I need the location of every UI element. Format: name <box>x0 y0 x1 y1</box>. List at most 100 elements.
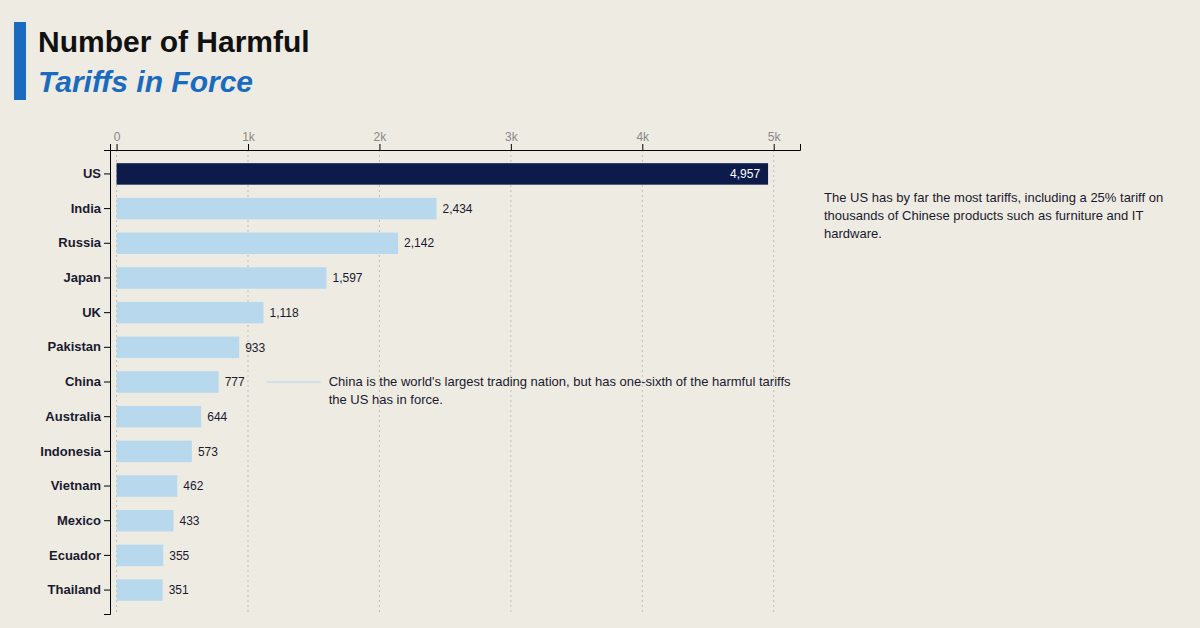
x-tick: 5k <box>768 130 782 150</box>
x-tick-mark <box>379 144 380 150</box>
y-tick-label: India <box>71 201 102 216</box>
y-tick-label: Russia <box>58 235 101 250</box>
y-tick: Mexico <box>57 513 110 528</box>
x-tick: 0 <box>114 130 121 150</box>
data-label: 573 <box>198 445 218 459</box>
data-label: 2,142 <box>404 236 434 250</box>
y-tick-label: Mexico <box>57 513 101 528</box>
bar <box>117 406 202 428</box>
x-tick: 2k <box>374 130 388 150</box>
y-tick-mark <box>104 347 110 348</box>
bar <box>117 371 219 393</box>
y-tick: Ecuador <box>49 548 110 563</box>
x-tick-label: 3k <box>505 130 519 144</box>
y-tick: US <box>83 166 110 181</box>
y-tick: Vietnam <box>51 478 110 493</box>
x-tick-mark <box>248 144 249 150</box>
y-tick: Indonesia <box>40 444 110 459</box>
y-tick-mark <box>104 555 110 556</box>
data-label: 2,434 <box>442 202 472 216</box>
x-tick-label: 5k <box>768 130 782 144</box>
bar <box>117 163 768 185</box>
x-tick-mark <box>774 144 775 150</box>
data-label: 462 <box>183 479 203 493</box>
y-tick-label: Japan <box>63 270 101 285</box>
y-tick-mark <box>104 312 110 313</box>
x-axis: 0 1k 2k 3k 4k 5k <box>111 130 801 151</box>
y-tick-label: Vietnam <box>51 478 101 493</box>
y-tick-mark <box>104 416 110 417</box>
x-tick-label: 2k <box>374 130 388 144</box>
bar <box>117 475 178 497</box>
x-tick: 3k <box>505 130 519 150</box>
x-tick-mark <box>117 144 118 150</box>
bar <box>117 441 192 463</box>
annotation-line: The US has by far the most tariffs, incl… <box>824 190 1167 205</box>
y-tick-mark <box>104 590 110 591</box>
data-label: 351 <box>169 583 189 597</box>
bar <box>117 302 264 324</box>
x-tick: 1k <box>242 130 256 150</box>
y-tick: Australia <box>45 409 110 424</box>
y-tick-mark <box>104 208 110 209</box>
y-tick: Russia <box>58 235 110 250</box>
data-label: 777 <box>225 375 245 389</box>
y-tick-mark <box>104 382 110 383</box>
x-tick-label: 4k <box>636 130 650 144</box>
y-axis-line <box>104 151 111 615</box>
x-tick: 4k <box>636 130 650 150</box>
data-label: 4,957 <box>730 167 760 181</box>
y-tick: China <box>65 374 110 389</box>
y-tick-mark <box>104 173 110 174</box>
x-tick-mark <box>511 144 512 150</box>
annotation: The US has by far the most tariffs, incl… <box>824 190 1167 241</box>
plot: 0 1k 2k 3k 4k 5k US India Russia Japan UK Pakistan C… <box>40 130 1166 615</box>
annotation-line: hardware. <box>824 226 882 241</box>
bar <box>117 337 240 359</box>
y-tick: Japan <box>63 270 110 285</box>
y-tick-mark <box>104 243 110 244</box>
y-tick-label: Thailand <box>48 582 102 597</box>
annotation-line: thousands of Chinese products such as fu… <box>824 208 1147 223</box>
annotation-line: the US has in force. <box>329 392 443 407</box>
data-label: 1,597 <box>332 271 362 285</box>
y-tick-label: US <box>83 166 101 181</box>
title-accent <box>14 22 26 100</box>
bar <box>117 579 163 601</box>
y-tick-label: China <box>65 374 102 389</box>
y-tick-label: Indonesia <box>40 444 101 459</box>
y-axis: US India Russia Japan UK Pakistan China Austral… <box>40 151 110 615</box>
bar <box>117 545 164 567</box>
data-label: 433 <box>179 514 199 528</box>
chart: Number of Harmful Tariffs in Force 0 1k 2k 3k… <box>0 0 1200 628</box>
title: Number of Harmful <box>38 25 310 58</box>
bar <box>117 233 399 255</box>
y-tick: India <box>71 201 110 216</box>
y-tick-mark <box>104 451 110 452</box>
annotation-line: China is the world's largest trading nat… <box>329 374 794 389</box>
x-axis-line <box>111 144 801 151</box>
y-tick-mark <box>104 486 110 487</box>
x-tick-label: 0 <box>114 130 121 144</box>
bar <box>117 267 327 289</box>
y-tick: UK <box>82 305 110 320</box>
grid-line <box>248 150 249 614</box>
y-tick-mark <box>104 520 110 521</box>
data-label: 933 <box>245 341 265 355</box>
y-tick-label: UK <box>82 305 101 320</box>
annotation: China is the world's largest trading nat… <box>329 374 794 407</box>
y-tick-label: Pakistan <box>48 339 102 354</box>
data-label: 1,118 <box>270 306 299 320</box>
x-tick-label: 1k <box>242 130 256 144</box>
y-tick-label: Ecuador <box>49 548 101 563</box>
y-tick: Pakistan <box>48 339 110 354</box>
bar <box>117 198 437 220</box>
subtitle: Tariffs in Force <box>38 65 253 98</box>
data-label: 644 <box>207 410 227 424</box>
y-tick: Thailand <box>48 582 110 597</box>
y-tick-mark <box>104 277 110 278</box>
x-tick-mark <box>642 144 643 150</box>
bar <box>117 510 174 532</box>
y-tick-label: Australia <box>45 409 101 424</box>
data-label: 355 <box>169 549 189 563</box>
